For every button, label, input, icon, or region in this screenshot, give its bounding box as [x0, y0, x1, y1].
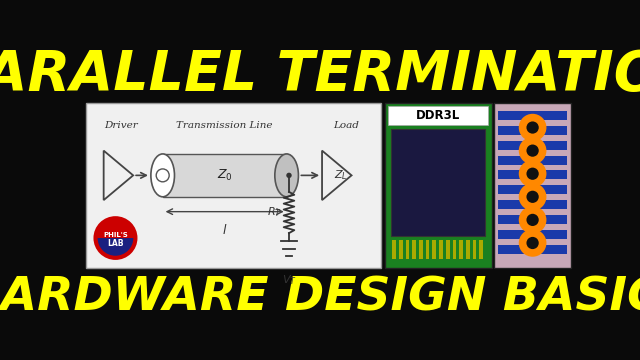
Bar [385, 103, 492, 268]
Circle shape [527, 144, 539, 157]
Text: Load: Load [333, 121, 358, 130]
Bar [494, 103, 571, 268]
Bar [472, 240, 476, 260]
Text: PARALLEL TERMINATION: PARALLEL TERMINATION [0, 48, 640, 102]
Bar [498, 245, 567, 254]
Bar [388, 106, 488, 125]
Bar [498, 170, 567, 180]
Circle shape [527, 191, 539, 203]
Circle shape [286, 173, 292, 178]
Bar [452, 240, 456, 260]
Bar [498, 141, 567, 150]
Bar [498, 156, 567, 165]
Bar [498, 185, 567, 194]
Circle shape [519, 206, 547, 234]
Bar [392, 129, 485, 237]
Bar [433, 240, 436, 260]
Bar [498, 111, 567, 120]
Circle shape [519, 183, 547, 211]
Circle shape [519, 160, 547, 188]
Bar [479, 240, 483, 260]
Bar [86, 103, 381, 268]
Wedge shape [96, 219, 135, 238]
Text: $Z_0$: $Z_0$ [217, 168, 232, 183]
Circle shape [527, 237, 539, 249]
Text: DDR3L: DDR3L [416, 109, 461, 122]
Circle shape [527, 121, 539, 134]
Circle shape [519, 137, 547, 165]
Bar [163, 154, 287, 197]
Text: $R_T$: $R_T$ [267, 206, 282, 219]
Text: $l$: $l$ [222, 223, 227, 237]
Bar [399, 240, 403, 260]
Bar [406, 240, 410, 260]
Bar [498, 215, 567, 224]
Text: Driver: Driver [104, 121, 138, 130]
Text: LAB: LAB [108, 239, 124, 248]
Ellipse shape [275, 154, 298, 197]
Circle shape [519, 229, 547, 257]
Bar [446, 240, 449, 260]
Circle shape [519, 114, 547, 141]
Bar [426, 240, 429, 260]
Text: $Z_L$: $Z_L$ [334, 168, 348, 182]
Circle shape [527, 214, 539, 226]
Text: HARDWARE DESIGN BASICS: HARDWARE DESIGN BASICS [0, 276, 640, 321]
Circle shape [95, 218, 136, 258]
Text: $V_T$: $V_T$ [282, 274, 296, 287]
Circle shape [527, 168, 539, 180]
Bar [392, 240, 396, 260]
Bar [419, 240, 422, 260]
Bar [498, 230, 567, 239]
Text: PHIL'S: PHIL'S [103, 232, 128, 238]
Ellipse shape [151, 154, 175, 197]
Bar [498, 126, 567, 135]
Text: Transmission Line: Transmission Line [177, 121, 273, 130]
Bar [439, 240, 443, 260]
Bar [466, 240, 470, 260]
Circle shape [156, 169, 169, 182]
Bar [460, 240, 463, 260]
Bar [498, 200, 567, 209]
Bar [412, 240, 416, 260]
